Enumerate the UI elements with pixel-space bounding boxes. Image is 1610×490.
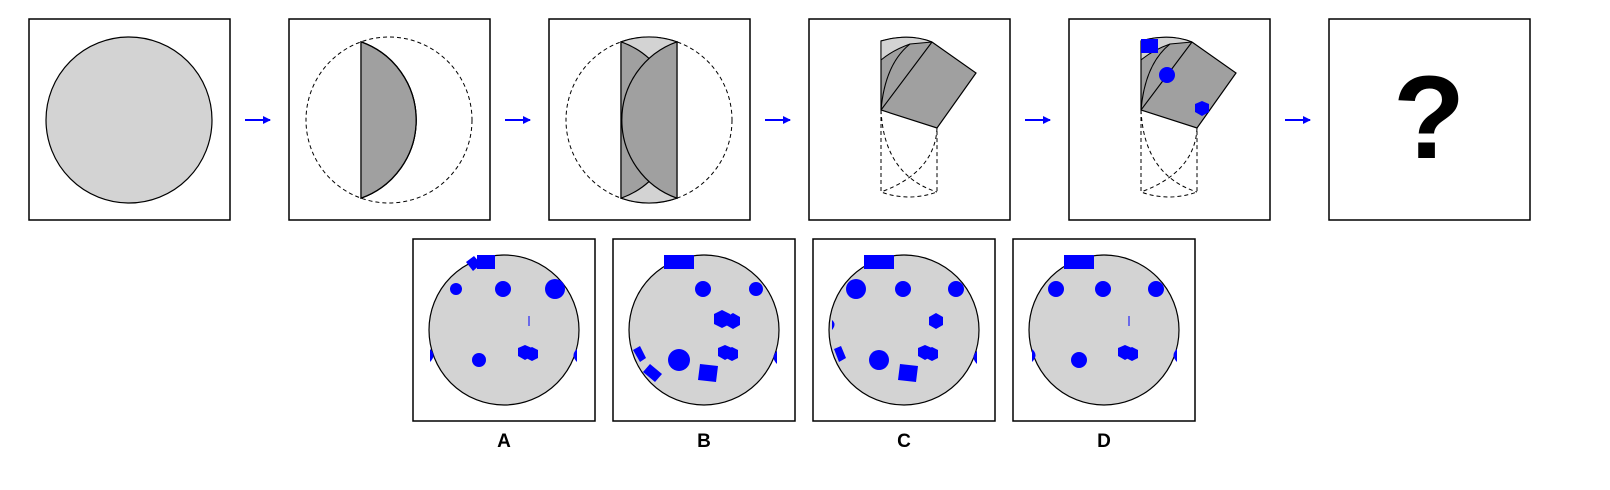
hole-circle (668, 349, 690, 371)
hole-square (1064, 255, 1094, 269)
hole-partial (1173, 349, 1177, 362)
hole-circle (695, 281, 711, 297)
option-c[interactable]: C (812, 238, 996, 452)
hole-partial (1032, 349, 1036, 362)
flap-right (621, 40, 678, 200)
hole-circle (1048, 281, 1064, 297)
fold-edge (360, 41, 417, 199)
hole-square (664, 255, 694, 269)
paper-circle (1028, 254, 1180, 406)
step-panel-2 (288, 18, 491, 221)
paper-circle (828, 254, 980, 406)
hole-square (477, 255, 495, 269)
step-panel-4 (808, 18, 1011, 221)
hole-circle (948, 281, 964, 297)
hole-partial (834, 346, 846, 362)
option-label: B (697, 431, 711, 452)
question-mark: ? (1393, 52, 1465, 184)
hole-circle (1159, 67, 1175, 83)
hole-hexagon (726, 347, 738, 361)
step-panel-5 (1068, 18, 1271, 221)
hole-circle (869, 350, 889, 370)
hole-square (864, 255, 894, 269)
panel-frame (1328, 18, 1531, 221)
hole-circle (1071, 352, 1087, 368)
hole-circle (1095, 281, 1111, 297)
hole-hexagon (929, 313, 943, 329)
hole-circle (846, 279, 866, 299)
hole-square (1141, 39, 1158, 53)
paper-circle (428, 254, 580, 406)
hole-circle (1148, 281, 1164, 297)
hole-square (643, 364, 662, 382)
option-d[interactable]: D (1012, 238, 1196, 452)
hole-square (466, 256, 481, 271)
hole-square (698, 364, 718, 382)
paper-circle (45, 36, 213, 204)
option-b[interactable]: B (612, 238, 796, 452)
step-panel-3 (548, 18, 751, 221)
original-outline (565, 36, 733, 204)
option-a[interactable]: A (412, 238, 596, 452)
hole-circle (895, 281, 911, 297)
hole-circle (472, 353, 486, 367)
hole-partial (973, 351, 977, 364)
hidden-folds (1140, 109, 1198, 193)
option-label: C (897, 431, 911, 452)
hole-hexagon (926, 347, 938, 361)
paper-circle (628, 254, 780, 406)
hole-circle (545, 279, 565, 299)
option-label: A (497, 431, 511, 452)
option-label: D (1097, 431, 1111, 452)
hole-partial (633, 346, 646, 362)
step-panel-1 (28, 18, 231, 221)
hole-hexagon (1126, 347, 1138, 361)
answer-panel: ? (1328, 18, 1531, 221)
hole-hexagon (1195, 101, 1209, 116)
hole-square (898, 364, 918, 382)
hole-circle (749, 282, 763, 296)
hole-hexagon (726, 313, 740, 329)
hole-partial (832, 320, 835, 330)
hole-partial (430, 349, 434, 362)
hole-partial (573, 349, 577, 362)
hole-hexagon (526, 347, 538, 361)
hole-circle (450, 283, 462, 295)
hole-partial (773, 351, 777, 364)
hidden-folds (880, 109, 938, 193)
fold-lines (880, 41, 933, 111)
original-outline (305, 36, 473, 204)
hole-circle (495, 281, 511, 297)
